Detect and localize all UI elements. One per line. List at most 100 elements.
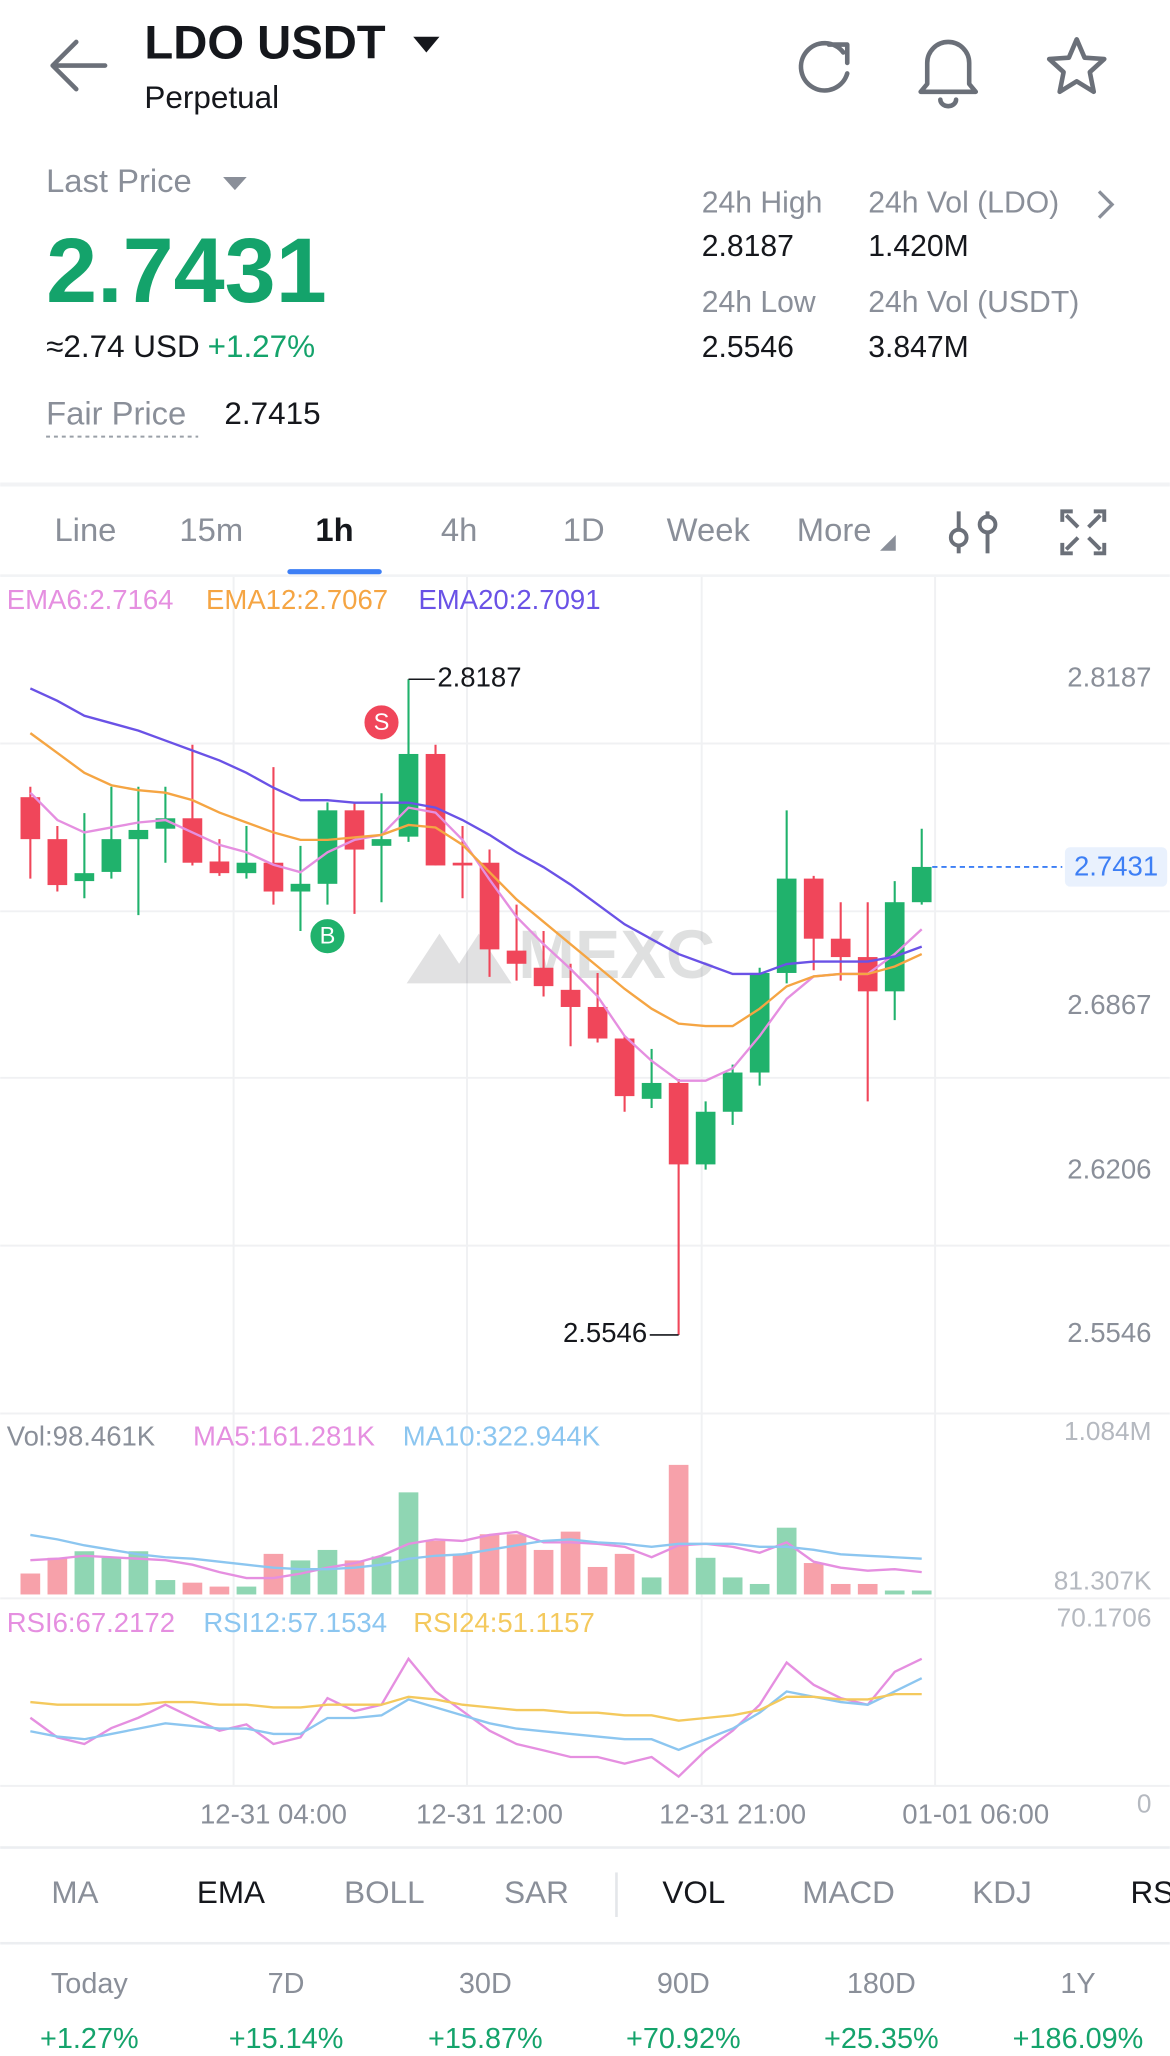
divider [0, 574, 1170, 577]
pair-title[interactable]: LDO USDT [144, 16, 385, 69]
x-tick-label: 12-31 12:00 [416, 1798, 563, 1829]
alert-icon[interactable] [918, 39, 979, 109]
volume-bar [425, 1540, 446, 1595]
indicator-tab[interactable]: MA [51, 1875, 98, 1910]
candle-body [560, 989, 581, 1007]
refresh-icon[interactable] [798, 40, 850, 93]
legend-label: EMA12:2.7067 [206, 584, 388, 615]
indicator-tab[interactable]: SAR [504, 1875, 569, 1910]
interval-tab[interactable]: More [797, 511, 872, 548]
candle-body [587, 1006, 608, 1039]
candle-body [290, 883, 311, 892]
indicator-tab[interactable]: VOL [662, 1875, 725, 1910]
stat-label: 24h Vol (USDT) [868, 286, 1079, 319]
indicator-line [30, 1677, 923, 1752]
watermark: MEXC [406, 917, 715, 993]
period-change: +15.14% [229, 2023, 344, 2055]
trade-marker-label: B [320, 924, 336, 950]
volume-bar [803, 1563, 824, 1595]
candle-body [128, 829, 149, 840]
last-price-tag [1064, 847, 1168, 887]
candle-body [182, 818, 203, 863]
y-tick-label: 0 [1137, 1788, 1152, 1818]
period-label: 7D [268, 1968, 305, 2000]
fair-price-label[interactable]: Fair Price [46, 394, 186, 431]
indicator-tab[interactable]: MACD [802, 1875, 895, 1910]
interval-tab[interactable]: Week [667, 511, 751, 548]
candle-body [803, 878, 824, 939]
high-marker-label: 2.8187 [437, 662, 521, 693]
interval-tab[interactable]: 4h [441, 511, 477, 548]
stat-label: 24h Low [702, 286, 816, 319]
plot: 2.8187 2.6867 2.6206 2.5546 EMA6:2.7164 EMA12… [7, 584, 1168, 1829]
volume-bar [263, 1553, 284, 1595]
indicator-line [30, 1533, 922, 1571]
candle-body [398, 753, 419, 837]
indicator-line [29, 687, 923, 976]
volume-bar [614, 1553, 635, 1595]
indicator-line [29, 732, 923, 1028]
candle-body [155, 818, 176, 829]
fullscreen-icon[interactable] [1060, 509, 1107, 556]
candle-body [641, 1082, 662, 1099]
volume-bar [479, 1534, 500, 1595]
candle-body [533, 967, 554, 987]
back-button[interactable] [50, 39, 108, 92]
indicator-tab[interactable]: RS [1130, 1875, 1170, 1910]
period-label: Today [51, 1968, 129, 2000]
candle-body [425, 753, 446, 866]
candle-body [209, 861, 230, 874]
interval-tab[interactable]: 15m [179, 511, 243, 548]
indicator-tab[interactable]: KDJ [972, 1875, 1031, 1910]
indicator-line [30, 1692, 922, 1722]
period-change: +70.92% [626, 2023, 741, 2055]
volume-bar [47, 1557, 68, 1595]
chart-settings-icon[interactable] [948, 511, 998, 554]
candle-body [74, 873, 95, 882]
stats-chevron[interactable] [1097, 190, 1115, 219]
volume-bar [236, 1586, 257, 1595]
candle-body [452, 862, 473, 866]
last-price-label[interactable]: Last Price [46, 162, 192, 199]
interval-tab[interactable]: 1h [315, 511, 353, 548]
grid [0, 576, 1170, 1787]
interval-tab[interactable]: Line [54, 511, 116, 548]
interval-tabs: Line 15m 1h 4h 1D Week More [54, 511, 872, 575]
stat-value: 2.8187 [702, 230, 794, 263]
pair-dropdown[interactable] [413, 36, 440, 53]
last-price-tag-label: 2.7431 [1074, 851, 1158, 882]
indicator-tab[interactable]: BOLL [344, 1875, 424, 1910]
divider [0, 482, 1170, 487]
stat-value: 1.420M [868, 230, 969, 263]
y-tick-label: 2.6867 [1067, 989, 1151, 1020]
indicator-tab[interactable]: EMA [197, 1875, 265, 1910]
period-label: 90D [657, 1968, 710, 2000]
period-change: +1.27% [40, 2023, 139, 2055]
trade-marker [307, 916, 348, 956]
candle-body [263, 862, 284, 892]
volume-bar [317, 1549, 338, 1595]
favorite-icon[interactable] [1046, 37, 1107, 95]
period-change: +186.09% [1013, 2023, 1144, 2055]
legend-label: MA10:322.944K [403, 1421, 601, 1452]
volume-bar [182, 1582, 203, 1595]
usd-price: ≈2.74 USD [46, 329, 200, 364]
volume-bar [155, 1580, 176, 1595]
stat-value: 3.847M [868, 331, 969, 364]
interval-tab[interactable]: 1D [563, 511, 605, 548]
volume-bar [128, 1551, 149, 1595]
volume-bar [776, 1527, 797, 1595]
candle-body [722, 1072, 743, 1112]
candle-body [371, 839, 392, 846]
x-tick-label: 01-01 06:00 [902, 1798, 1049, 1829]
trade-marker-label: S [374, 710, 390, 736]
volume-bar [101, 1557, 122, 1595]
volume-bar [209, 1586, 230, 1595]
candle-body [695, 1111, 716, 1165]
volume-bar [749, 1583, 770, 1595]
low-marker-label: 2.5546 [563, 1317, 647, 1348]
volume-bar [74, 1551, 95, 1595]
stat-label: 24h Vol (LDO) [868, 187, 1059, 220]
